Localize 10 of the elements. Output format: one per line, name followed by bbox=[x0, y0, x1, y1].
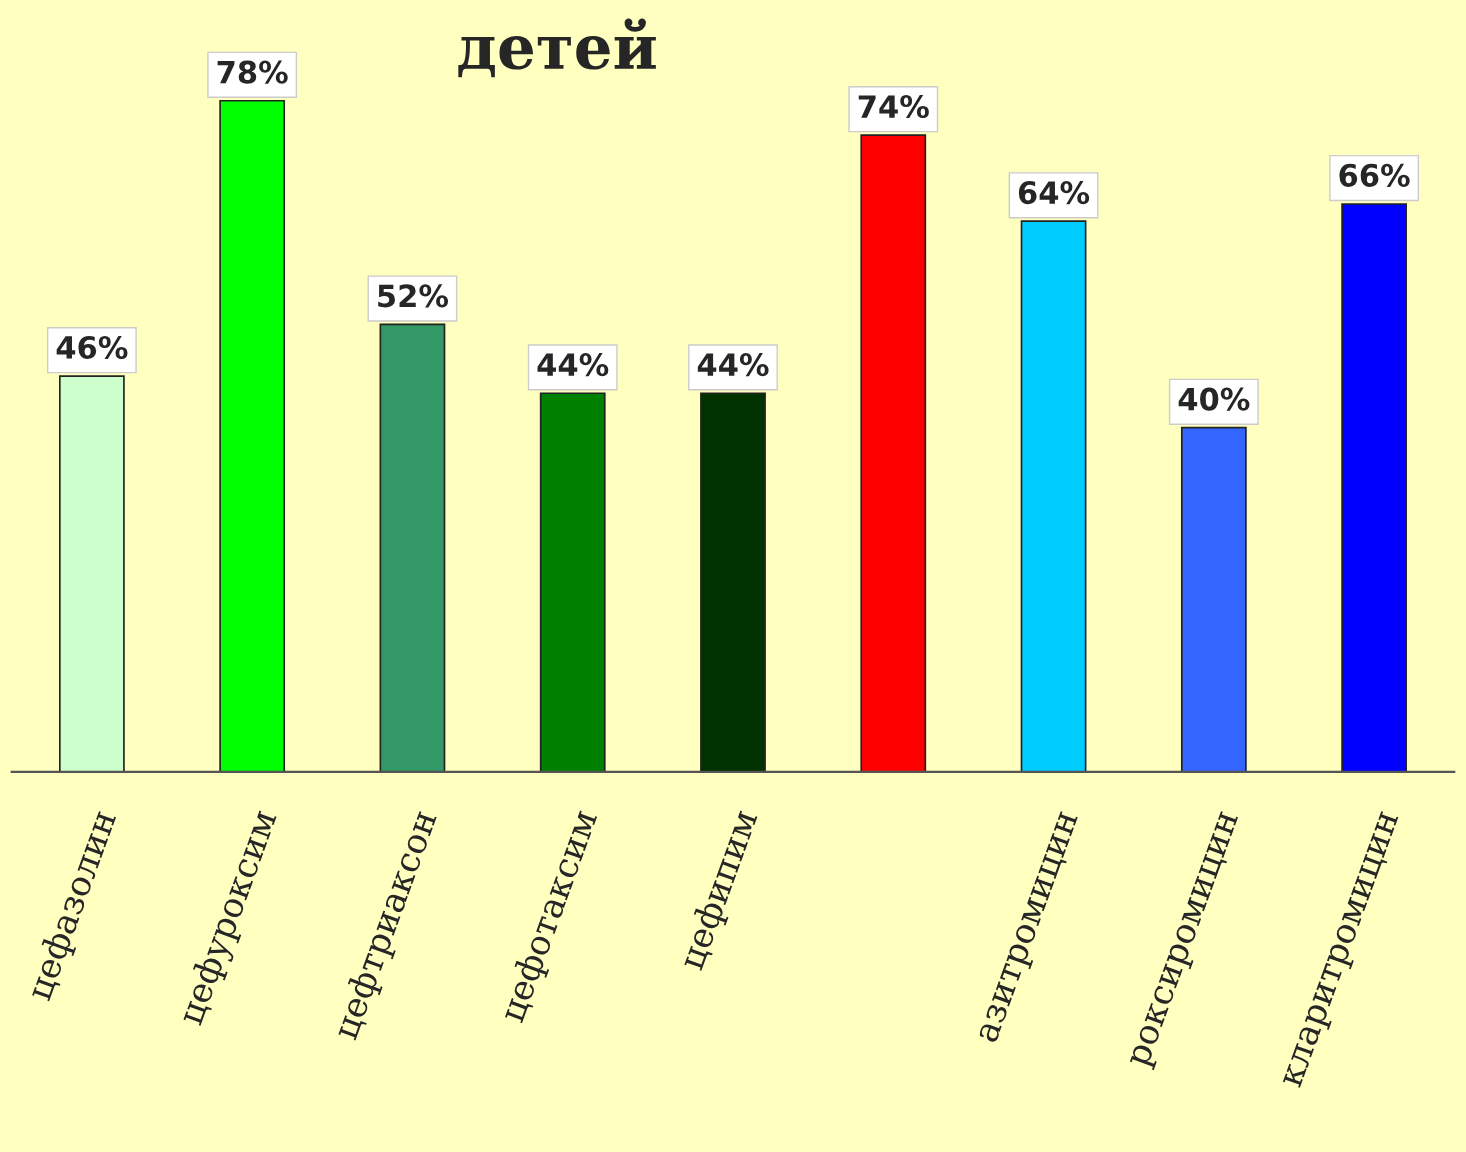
data-label: 46% bbox=[56, 335, 128, 360]
data-label: 40% bbox=[1178, 387, 1250, 411]
data-label: 44% bbox=[537, 353, 609, 377]
data-label: 66% bbox=[1339, 163, 1410, 187]
data-label: 52% bbox=[378, 284, 449, 308]
data-label: 44% bbox=[697, 353, 769, 377]
data-label: 74% bbox=[858, 94, 929, 119]
data-label: 78% bbox=[217, 60, 288, 84]
data-label: 64% bbox=[1018, 181, 1090, 205]
chart-title: детей bbox=[458, 18, 656, 78]
